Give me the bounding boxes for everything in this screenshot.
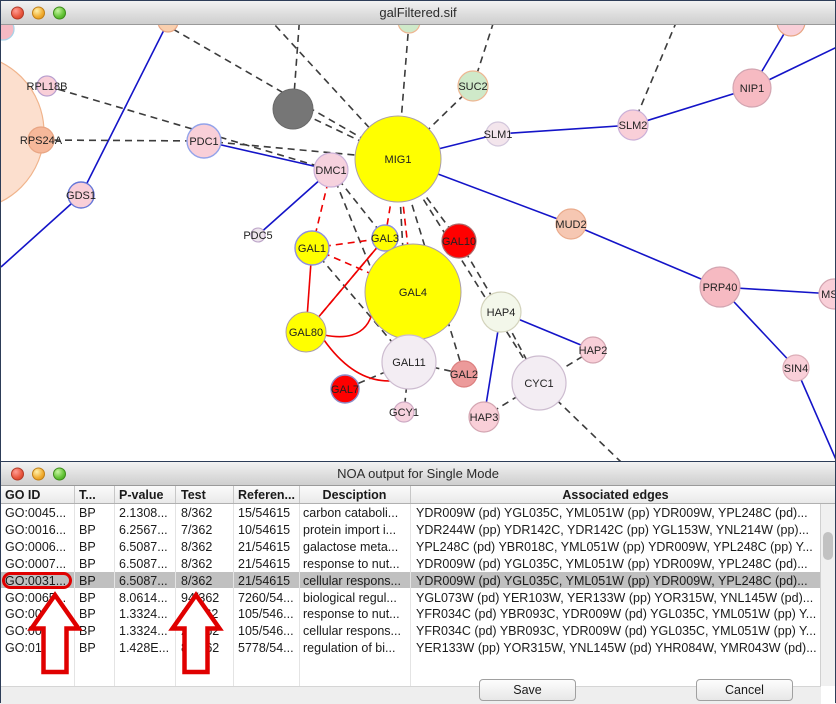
svg-text:SLM2: SLM2: [619, 120, 648, 132]
svg-text:DMC1: DMC1: [315, 165, 346, 177]
svg-text:GCY1: GCY1: [389, 407, 419, 419]
svg-text:HAP3: HAP3: [470, 412, 499, 424]
svg-text:GAL10: GAL10: [442, 236, 476, 248]
svg-text:NIP1: NIP1: [740, 83, 764, 95]
svg-text:MIG1: MIG1: [385, 154, 412, 166]
svg-text:RPL18B: RPL18B: [27, 81, 68, 93]
svg-text:PRP40: PRP40: [703, 282, 738, 294]
svg-text:GAL3: GAL3: [371, 233, 399, 245]
svg-text:GAL7: GAL7: [331, 384, 359, 396]
svg-text:GAL11: GAL11: [392, 357, 425, 369]
svg-text:GDS1: GDS1: [66, 190, 96, 202]
svg-text:PDC1: PDC1: [189, 136, 218, 148]
svg-text:SIN4: SIN4: [784, 363, 808, 375]
svg-text:GAL1: GAL1: [298, 243, 326, 255]
svg-text:CYC1: CYC1: [524, 378, 553, 390]
svg-text:RPS24A: RPS24A: [20, 135, 63, 147]
svg-text:SLM1: SLM1: [484, 129, 513, 141]
svg-text:HAP2: HAP2: [579, 345, 608, 357]
svg-text:GAL80: GAL80: [289, 327, 323, 339]
svg-text:GAL2: GAL2: [450, 369, 478, 381]
svg-text:GAL4: GAL4: [399, 287, 427, 299]
svg-text:HAP4: HAP4: [487, 307, 516, 319]
svg-text:MSI3: MSI3: [821, 289, 835, 301]
svg-text:SUC2: SUC2: [458, 81, 487, 93]
svg-text:PDC5: PDC5: [243, 230, 272, 242]
svg-text:MUD2: MUD2: [555, 219, 586, 231]
